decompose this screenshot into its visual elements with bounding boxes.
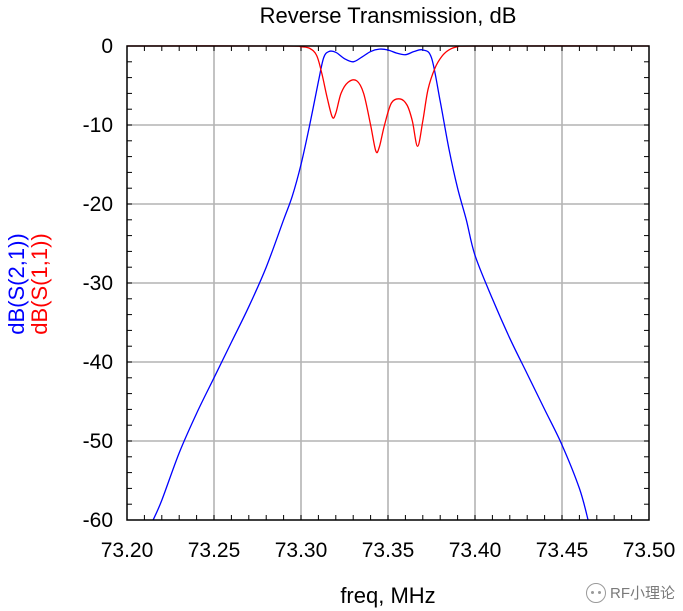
y-tick-label: -30: [83, 272, 113, 295]
y-tick-label: -20: [83, 193, 113, 216]
x-tick-label: 73.40: [449, 539, 502, 562]
series-layer: [126, 45, 650, 521]
y-tick-label: 0: [101, 35, 113, 58]
y-axis-label-s21: dB(S(2,1)): [4, 233, 29, 334]
grid: [127, 46, 649, 520]
x-axis-label: freq, MHz: [340, 583, 435, 608]
y-tick-label: -10: [83, 114, 113, 137]
y-axis-label-s11: dB(S(1,1)): [27, 233, 52, 334]
y-tick-labels: 0 -10 -20 -30 -40 -50 -60: [83, 35, 113, 532]
x-tick-label: 73.30: [275, 539, 328, 562]
x-tick-label: 73.20: [101, 539, 154, 562]
y-tick-label: -60: [83, 509, 113, 532]
y-tick-label: -50: [83, 430, 113, 453]
x-tick-label: 73.50: [623, 539, 676, 562]
watermark: RF小理论: [586, 582, 675, 603]
wechat-icon: [586, 582, 606, 603]
series-line-s21: [152, 48, 589, 521]
series-line-s11: [126, 45, 650, 154]
plot-frame: [126, 45, 650, 521]
y-tick-label: -40: [83, 351, 113, 374]
x-tick-label: 73.25: [188, 539, 241, 562]
watermark-text: RF小理论: [610, 585, 675, 602]
x-tick-label: 73.35: [362, 539, 415, 562]
chart-title: Reverse Transmission, dB: [260, 3, 517, 28]
minor-ticks: [126, 45, 650, 521]
x-tick-labels: 73.20 73.25 73.30 73.35 73.40 73.45 73.50: [101, 539, 676, 562]
x-tick-label: 73.45: [536, 539, 589, 562]
